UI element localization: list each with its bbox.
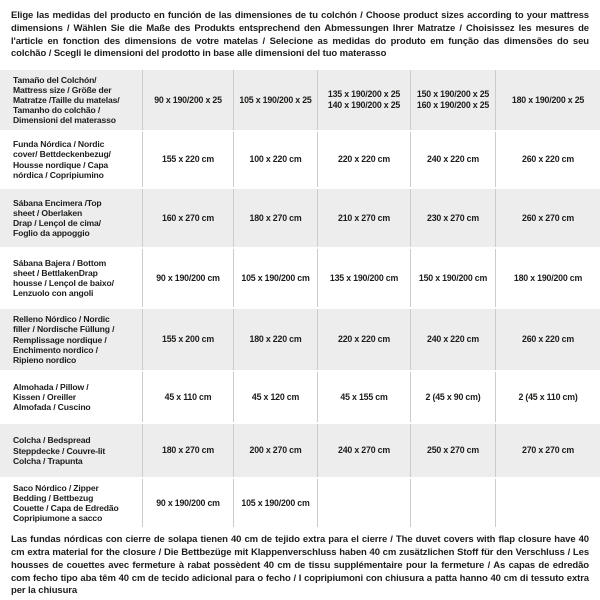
header-col-150-160: 150 x 190/200 x 25 160 x 190/200 x 25 [410, 70, 495, 131]
table-cell [495, 479, 600, 528]
table-row-pillow: Almohada / Pillow / Kissen / Oreiller Al… [0, 372, 600, 423]
table-cell: 135 x 190/200 cm [317, 249, 410, 308]
table-cell: 240 x 270 cm [317, 424, 410, 478]
size-table: Tamaño del Colchón/ Mattress size / Größ… [0, 70, 600, 528]
table-cell: 260 x 270 cm [495, 189, 600, 248]
header-col-135-140: 135 x 190/200 x 25 140 x 190/200 x 25 [317, 70, 410, 131]
table-cell: 160 x 270 cm [142, 189, 233, 248]
table-cell: 220 x 220 cm [317, 132, 410, 188]
table-cell: 45 x 120 cm [233, 372, 317, 423]
table-row-bedspread: Colcha / Bedspread Steppdecke / Couvre-l… [0, 424, 600, 478]
table-cell: 220 x 220 cm [317, 309, 410, 371]
table-cell: 180 x 220 cm [233, 309, 317, 371]
table-row-nordic-cover: Funda Nórdica / Nordic cover/ Bettdecken… [0, 132, 600, 188]
row-label: Relleno Nórdico / Nordic filler / Nordis… [13, 314, 115, 365]
intro-text: Elige las medidas del producto en funció… [11, 10, 589, 60]
table-cell: 260 x 220 cm [495, 309, 600, 371]
table-header-row: Tamaño del Colchón/ Mattress size / Größ… [0, 70, 600, 131]
table-cell: 2 (45 x 90 cm) [410, 372, 495, 423]
table-cell: 105 x 190/200 cm [233, 249, 317, 308]
table-cell: 210 x 270 cm [317, 189, 410, 248]
row-label: Saco Nórdico / Zipper Bedding / Bettbezu… [13, 482, 119, 524]
table-cell: 155 x 200 cm [142, 309, 233, 371]
table-cell [317, 479, 410, 528]
table-cell: 180 x 270 cm [233, 189, 317, 248]
table-row-zipper-bedding: Saco Nórdico / Zipper Bedding / Bettbezu… [0, 479, 600, 528]
table-cell: 240 x 220 cm [410, 309, 495, 371]
header-col-90: 90 x 190/200 x 25 [142, 70, 233, 131]
table-cell: 90 x 190/200 cm [142, 479, 233, 528]
header-col-180: 180 x 190/200 x 25 [495, 70, 600, 131]
table-cell: 180 x 270 cm [142, 424, 233, 478]
header-col-105: 105 x 190/200 x 25 [233, 70, 317, 131]
table-cell: 150 x 190/200 cm [410, 249, 495, 308]
row-label: Colcha / Bedspread Steppdecke / Couvre-l… [13, 435, 106, 466]
table-cell: 270 x 270 cm [495, 424, 600, 478]
row-label: Funda Nórdica / Nordic cover/ Bettdecken… [13, 139, 111, 180]
table-cell [410, 479, 495, 528]
table-cell: 230 x 270 cm [410, 189, 495, 248]
table-cell: 180 x 190/200 cm [495, 249, 600, 308]
table-cell: 45 x 155 cm [317, 372, 410, 423]
table-cell: 100 x 220 cm [233, 132, 317, 188]
table-cell: 260 x 220 cm [495, 132, 600, 188]
table-row-top-sheet: Sábana Encimera /Top sheet / Oberlaken D… [0, 189, 600, 248]
row-label: Almohada / Pillow / Kissen / Oreiller Al… [13, 381, 91, 413]
table-cell: 45 x 110 cm [142, 372, 233, 423]
table-row-nordic-filler: Relleno Nórdico / Nordic filler / Nordis… [0, 309, 600, 371]
row-label: Sábana Bajera / Bottom sheet / Bettlaken… [13, 257, 114, 299]
table-cell: 105 x 190/200 cm [233, 479, 317, 528]
header-label-mattress-size: Tamaño del Colchón/ Mattress size / Größ… [13, 74, 120, 126]
row-label: Sábana Encimera /Top sheet / Oberlaken D… [13, 197, 102, 239]
table-cell: 2 (45 x 110 cm) [495, 372, 600, 423]
table-row-bottom-sheet: Sábana Bajera / Bottom sheet / Bettlaken… [0, 249, 600, 308]
table-cell: 240 x 220 cm [410, 132, 495, 188]
table-cell: 200 x 270 cm [233, 424, 317, 478]
footer-note: Las fundas nórdicas con cierre de solapa… [11, 534, 589, 597]
table-cell: 90 x 190/200 cm [142, 249, 233, 308]
table-cell: 155 x 220 cm [142, 132, 233, 188]
table-cell: 250 x 270 cm [410, 424, 495, 478]
